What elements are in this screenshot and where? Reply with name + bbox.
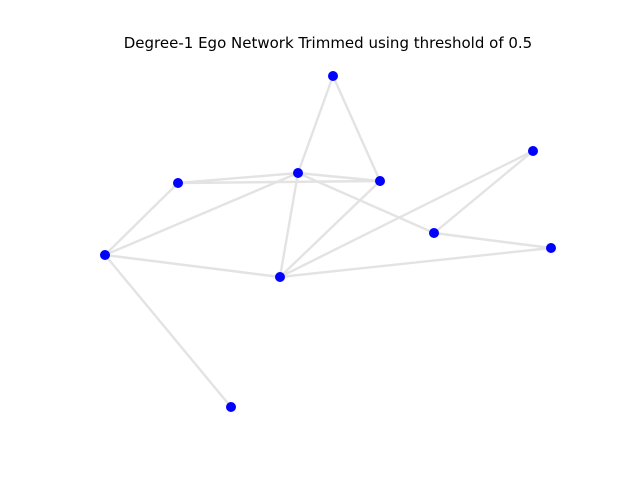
node-n3 xyxy=(293,168,303,178)
node-n10 xyxy=(546,243,556,253)
edge-n2-n6 xyxy=(103,181,180,257)
node-n1 xyxy=(328,71,338,81)
edge-n2-n3 xyxy=(176,171,300,185)
edge-n6-n8 xyxy=(103,253,282,279)
node-n9 xyxy=(226,402,236,412)
edge-n3-n6 xyxy=(103,171,300,257)
edge-n8-n10 xyxy=(278,246,553,279)
node-n5 xyxy=(528,146,538,156)
edge-n1-n3 xyxy=(296,74,335,175)
node-n8 xyxy=(275,272,285,282)
edge-n6-n9 xyxy=(103,253,233,409)
nodes xyxy=(100,71,556,412)
edge-n5-n8 xyxy=(278,149,535,279)
edge-n3-n7 xyxy=(296,171,436,235)
edge-n4-n8 xyxy=(278,179,382,279)
edge-n5-n7 xyxy=(432,149,535,235)
edge-n3-n8 xyxy=(278,171,300,279)
node-n6 xyxy=(100,250,110,260)
edges xyxy=(103,74,553,409)
node-n4 xyxy=(375,176,385,186)
chart-title: Degree-1 Ego Network Trimmed using thres… xyxy=(123,34,533,52)
node-n7 xyxy=(429,228,439,238)
node-n2 xyxy=(173,178,183,188)
edge-n1-n4 xyxy=(331,74,382,183)
edge-n7-n10 xyxy=(432,231,553,250)
edge-n3-n4 xyxy=(296,171,382,183)
